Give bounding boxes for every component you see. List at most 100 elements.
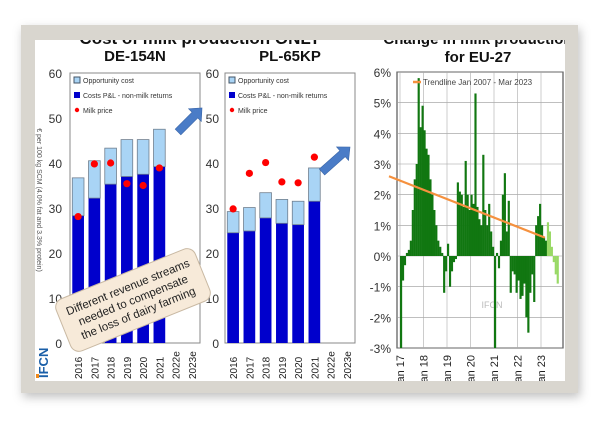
x-tick-label: 2023e [343,351,354,379]
growth-bar [517,256,520,281]
growth-bar [413,179,416,256]
growth-bar [533,256,536,302]
growth-bar [523,256,526,284]
growth-bar [437,240,440,256]
growth-bar [531,256,534,275]
growth-bar [403,256,407,266]
growth-bar [415,164,418,256]
bar-opportunity [120,139,134,177]
x-tick-label: Jan 18 [419,355,431,388]
growth-bar [470,194,473,256]
growth-bar [529,256,532,293]
bar-costs [243,230,256,343]
growth-bar [441,252,444,256]
milk-price-point [294,179,302,187]
milk-price-point [139,181,147,190]
legend-label: Costs P&L - non-milk returns [238,93,328,100]
growth-bar [507,200,510,256]
growth-bar [400,256,403,348]
growth-bar [544,240,548,256]
bar-costs [88,198,101,343]
bar-opportunity [275,199,289,224]
growth-bar [492,246,495,256]
growth-bar [445,256,448,272]
bar-opportunity [308,167,321,202]
y-tick-label: 30 [206,202,220,216]
x-tick-label: 2017 [245,356,256,379]
growth-bar [466,194,469,256]
bar-costs [153,166,166,343]
growth-bar [417,78,420,256]
growth-bar [421,105,424,256]
growth-bar [499,240,503,256]
growth-bar [452,256,456,263]
bar-costs [227,232,239,343]
chart-title: PL-65KP [259,48,321,65]
bar-costs [121,176,133,343]
bar-costs [104,184,117,343]
milk-price-point [229,205,237,213]
x-tick-label: Jan 22 [513,355,525,388]
x-tick-label: 2019 [123,356,134,379]
bar-costs [259,217,272,343]
legend-label: Milk price [83,108,113,115]
milk-price-point [155,164,163,172]
arrow-shape [174,107,203,136]
forecast-bar [554,256,557,275]
x-tick-label: 2018 [107,356,118,379]
growth-bar [480,225,483,256]
growth-bar [525,256,528,318]
legend-label: Milk price [238,108,268,115]
bar-opportunity [153,128,166,167]
growth-bar [405,252,409,256]
x-tick-label: 2016 [229,356,240,379]
milk-price-point [310,153,318,161]
growth-bar [535,225,538,256]
x-tick-label: 2021 [310,356,321,379]
growth-bar [519,256,522,299]
forecast-bar [556,256,559,284]
growth-bar [511,256,514,272]
bar-opportunity [259,192,272,219]
growth-bar [448,256,452,287]
y-tick-label: 1% [374,219,392,233]
growth-bar [443,256,446,293]
eu-milk-chart: -3% -2% -1% 0% 1% 2% 3% 4% 5% 6% Jan 17 Jan 18 Jan 1… [370,66,564,388]
growth-bar [542,237,546,256]
x-tick-label: 2019 [278,356,289,379]
y-tick-label: -3% [370,342,392,356]
forecast-bar [550,246,553,256]
x-tick-label: 2022e [172,351,183,379]
eu-title-line2: for EU-27 [445,49,512,66]
y-tick-label: 0% [374,250,392,264]
growth-bar [541,225,544,256]
forecast-bar [548,231,551,256]
y-tick-label: 60 [49,67,63,81]
growth-bar [513,256,516,275]
bar-costs [292,224,304,343]
growth-bar [484,210,487,256]
x-tick-label: 2017 [90,356,101,379]
y-tick-label: -2% [370,311,392,325]
x-tick-label: Jan 21 [489,355,501,388]
y-tick-label: 20 [49,247,63,261]
milk-price-point [278,178,286,186]
growth-bar [515,256,518,293]
growth-bar [503,173,506,256]
bar-opportunity [71,177,85,217]
growth-bar [447,243,450,256]
y-tick-label: 5% [374,97,392,111]
growth-bar [539,203,542,256]
y-tick-label: 40 [206,157,220,171]
growth-bar [509,256,512,293]
logo-accent [36,374,39,378]
growth-bar [433,210,436,256]
growth-bar [407,249,410,256]
bar-opportunity [243,207,256,232]
legend-swatch-milk [74,107,80,113]
x-tick-label: Jan 20 [466,355,478,388]
bar-costs [137,174,149,343]
y-tick-label: 50 [206,112,220,126]
